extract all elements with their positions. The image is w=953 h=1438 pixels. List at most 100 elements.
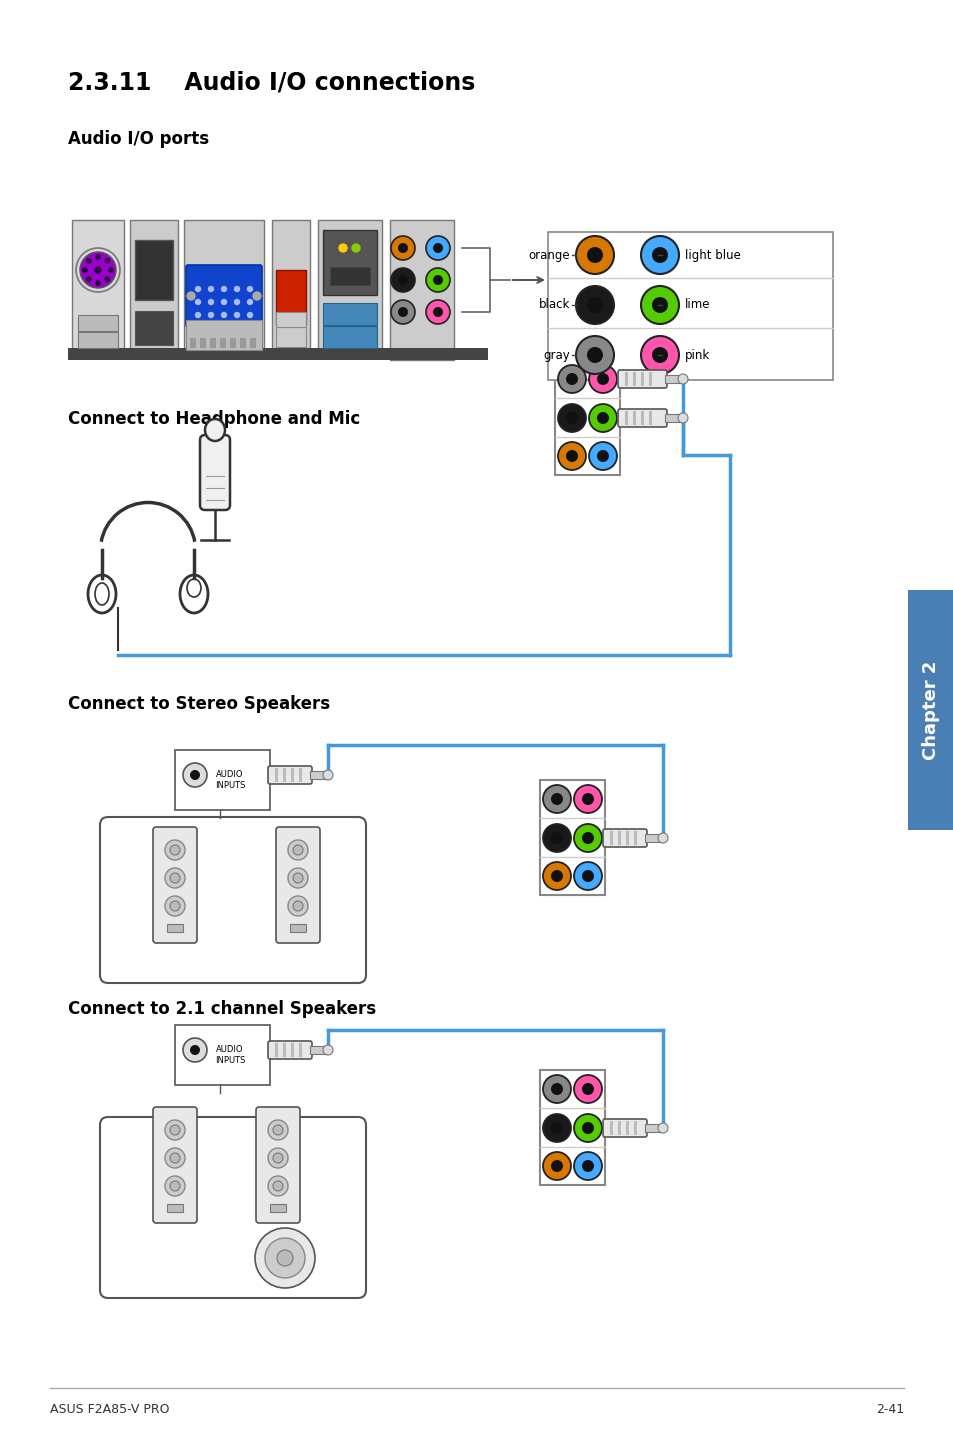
Bar (640, 411, 643, 426)
Circle shape (574, 1152, 601, 1181)
Bar (624, 372, 627, 385)
Circle shape (183, 1038, 207, 1063)
Text: Audio I/O ports: Audio I/O ports (68, 129, 209, 148)
Circle shape (234, 312, 239, 318)
Circle shape (574, 785, 601, 812)
Circle shape (170, 902, 180, 912)
Circle shape (170, 873, 180, 883)
Circle shape (588, 404, 617, 431)
Circle shape (542, 1076, 571, 1103)
FancyBboxPatch shape (602, 828, 646, 847)
Bar (634, 1122, 637, 1135)
Circle shape (565, 450, 578, 462)
Text: black: black (538, 299, 569, 312)
Bar (618, 1122, 620, 1135)
Circle shape (588, 441, 617, 470)
FancyBboxPatch shape (275, 827, 319, 943)
Circle shape (195, 286, 200, 292)
Text: Chapter 2: Chapter 2 (921, 660, 939, 759)
Circle shape (542, 1152, 571, 1181)
Circle shape (542, 861, 571, 890)
Circle shape (95, 280, 100, 285)
Circle shape (87, 278, 91, 282)
Bar (310, 771, 328, 779)
Circle shape (165, 869, 185, 889)
Circle shape (254, 1228, 314, 1288)
Circle shape (352, 244, 359, 252)
Bar (274, 768, 277, 782)
Bar (210, 338, 215, 348)
Circle shape (273, 1181, 283, 1191)
Bar (274, 1043, 277, 1057)
Circle shape (293, 846, 303, 856)
Circle shape (195, 312, 200, 318)
Circle shape (170, 1153, 180, 1163)
Circle shape (338, 244, 347, 252)
Bar (250, 338, 255, 348)
Bar (130, 220, 178, 355)
Text: pink: pink (684, 348, 709, 361)
Bar (640, 372, 643, 385)
Circle shape (247, 299, 253, 305)
Text: Connect to Headphone and Mic: Connect to Headphone and Mic (68, 410, 360, 429)
Bar (323, 230, 376, 295)
Circle shape (565, 372, 578, 385)
FancyBboxPatch shape (174, 1025, 270, 1086)
Circle shape (588, 365, 617, 393)
Circle shape (597, 413, 608, 424)
Circle shape (165, 1148, 185, 1168)
FancyBboxPatch shape (255, 1107, 299, 1222)
Circle shape (542, 1114, 571, 1142)
Circle shape (170, 1181, 180, 1191)
Circle shape (95, 267, 101, 273)
Circle shape (276, 1250, 293, 1265)
FancyBboxPatch shape (602, 1119, 646, 1137)
Bar (624, 411, 627, 426)
Bar (664, 414, 682, 421)
Bar (167, 1204, 183, 1212)
Bar (200, 338, 206, 348)
Circle shape (542, 785, 571, 812)
Circle shape (640, 236, 679, 275)
Circle shape (433, 306, 442, 316)
Bar (644, 834, 662, 843)
FancyBboxPatch shape (547, 232, 832, 380)
Circle shape (433, 275, 442, 285)
Bar (270, 1204, 286, 1212)
Circle shape (397, 243, 408, 253)
Circle shape (323, 1045, 333, 1055)
Circle shape (288, 869, 308, 889)
Circle shape (247, 286, 253, 292)
Circle shape (426, 236, 450, 260)
Bar (78, 332, 118, 348)
Bar (555, 360, 619, 475)
Circle shape (165, 1120, 185, 1140)
Bar (275, 312, 306, 326)
Circle shape (293, 902, 303, 912)
Bar (298, 1043, 302, 1057)
Circle shape (558, 441, 585, 470)
Circle shape (551, 1083, 562, 1094)
Circle shape (678, 374, 687, 384)
Circle shape (170, 1125, 180, 1135)
Circle shape (221, 312, 226, 318)
Circle shape (273, 1125, 283, 1135)
Bar (625, 831, 628, 846)
Circle shape (268, 1120, 288, 1140)
Text: 2-41: 2-41 (875, 1403, 903, 1416)
Bar (317, 220, 381, 352)
Circle shape (170, 846, 180, 856)
Bar (68, 348, 488, 360)
Bar (539, 779, 604, 894)
Circle shape (581, 1083, 594, 1094)
Text: gray: gray (542, 348, 569, 361)
Bar (390, 220, 454, 360)
Bar (634, 831, 637, 846)
Bar (78, 315, 118, 331)
Circle shape (581, 792, 594, 805)
Bar (240, 338, 246, 348)
Bar (648, 411, 651, 426)
Circle shape (581, 1160, 594, 1172)
Circle shape (581, 870, 594, 881)
Circle shape (265, 1238, 305, 1278)
